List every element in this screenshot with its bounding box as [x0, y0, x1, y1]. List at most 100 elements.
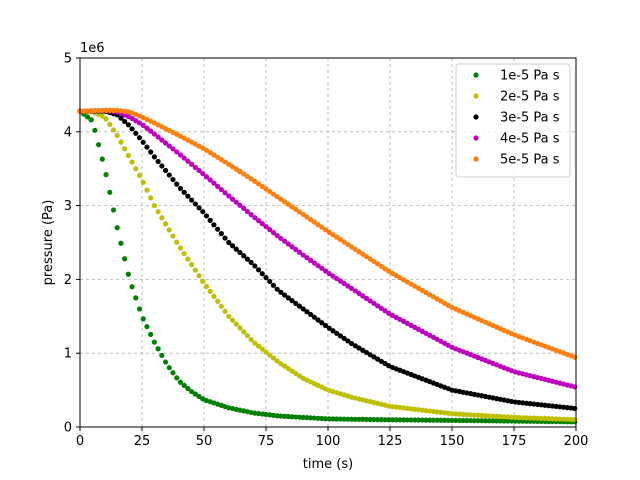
data-point	[174, 181, 180, 187]
data-point	[471, 418, 477, 424]
data-point	[241, 205, 247, 212]
data-point	[527, 415, 533, 421]
data-point	[482, 418, 489, 424]
data-point	[337, 416, 343, 422]
data-point	[140, 139, 146, 145]
data-point	[475, 412, 481, 418]
data-point	[118, 139, 124, 145]
data-point	[151, 339, 157, 345]
data-point	[300, 252, 306, 258]
data-point	[408, 417, 414, 423]
data-point	[490, 418, 496, 424]
data-point	[174, 149, 180, 155]
data-point	[378, 263, 384, 269]
x-tick-label: 0	[76, 434, 84, 449]
y-tick-label: 3	[64, 199, 72, 214]
data-point	[136, 306, 143, 312]
data-point	[572, 354, 578, 360]
data-point	[203, 147, 210, 153]
data-point	[107, 189, 113, 195]
data-point	[211, 180, 217, 186]
data-point	[311, 219, 317, 225]
data-point	[189, 388, 195, 395]
data-point	[352, 246, 358, 252]
data-point	[568, 416, 574, 423]
data-point	[367, 256, 373, 262]
data-point	[166, 365, 172, 371]
data-point	[304, 415, 310, 421]
data-point	[229, 164, 236, 170]
series-5	[77, 107, 578, 360]
data-point	[464, 417, 470, 424]
data-point	[84, 114, 91, 120]
data-point	[367, 298, 373, 304]
data-point	[151, 203, 157, 209]
data-point	[404, 417, 410, 423]
data-point	[449, 411, 455, 417]
data-point	[207, 217, 213, 223]
data-point	[419, 417, 425, 423]
data-point	[122, 256, 128, 262]
data-point	[218, 231, 224, 237]
series-3	[77, 108, 578, 412]
x-tick-label: 125	[378, 434, 403, 449]
data-point	[363, 253, 370, 260]
data-point	[311, 415, 317, 421]
data-point	[282, 199, 288, 205]
data-point	[423, 417, 429, 423]
data-point	[259, 346, 265, 352]
data-point	[189, 197, 195, 203]
data-point	[241, 329, 247, 335]
data-point	[278, 196, 284, 202]
data-point	[196, 273, 202, 279]
data-point	[274, 413, 280, 419]
x-tick-label: 150	[440, 434, 465, 449]
data-point	[88, 117, 94, 123]
data-point	[293, 206, 299, 212]
data-point	[148, 331, 154, 337]
data-point	[293, 370, 299, 377]
data-point	[296, 373, 303, 379]
data-point	[218, 157, 224, 163]
data-point	[200, 278, 206, 284]
data-point	[92, 108, 98, 114]
data-point	[572, 416, 578, 423]
data-point	[304, 214, 310, 220]
data-point	[378, 417, 384, 423]
data-point	[337, 236, 343, 243]
data-point	[289, 298, 295, 304]
data-point	[430, 417, 436, 423]
data-point	[296, 249, 303, 255]
data-point	[322, 322, 329, 329]
data-point	[181, 189, 187, 195]
data-point	[497, 413, 503, 420]
data-point	[520, 415, 526, 421]
data-point	[136, 172, 143, 178]
data-point	[255, 181, 262, 187]
data-point	[572, 384, 578, 390]
legend-label: 3e-5 Pa s	[500, 111, 560, 126]
data-point	[174, 375, 180, 381]
data-point	[464, 412, 470, 418]
data-point	[189, 262, 195, 268]
data-point	[263, 349, 269, 355]
data-point	[501, 414, 507, 420]
data-point	[326, 325, 332, 331]
y-offset-label: 1e6	[80, 41, 105, 56]
data-point	[293, 300, 299, 306]
data-point	[92, 127, 98, 133]
data-point	[255, 218, 262, 224]
data-point	[88, 108, 94, 114]
data-point	[237, 202, 243, 208]
data-point	[215, 298, 221, 304]
data-point	[486, 413, 492, 419]
data-point	[103, 107, 109, 113]
data-point	[148, 149, 154, 155]
y-tick-label: 5	[64, 52, 72, 67]
data-point	[226, 161, 232, 167]
data-point	[237, 249, 243, 256]
data-point	[352, 416, 358, 422]
data-point	[125, 271, 131, 277]
data-point	[326, 270, 332, 277]
